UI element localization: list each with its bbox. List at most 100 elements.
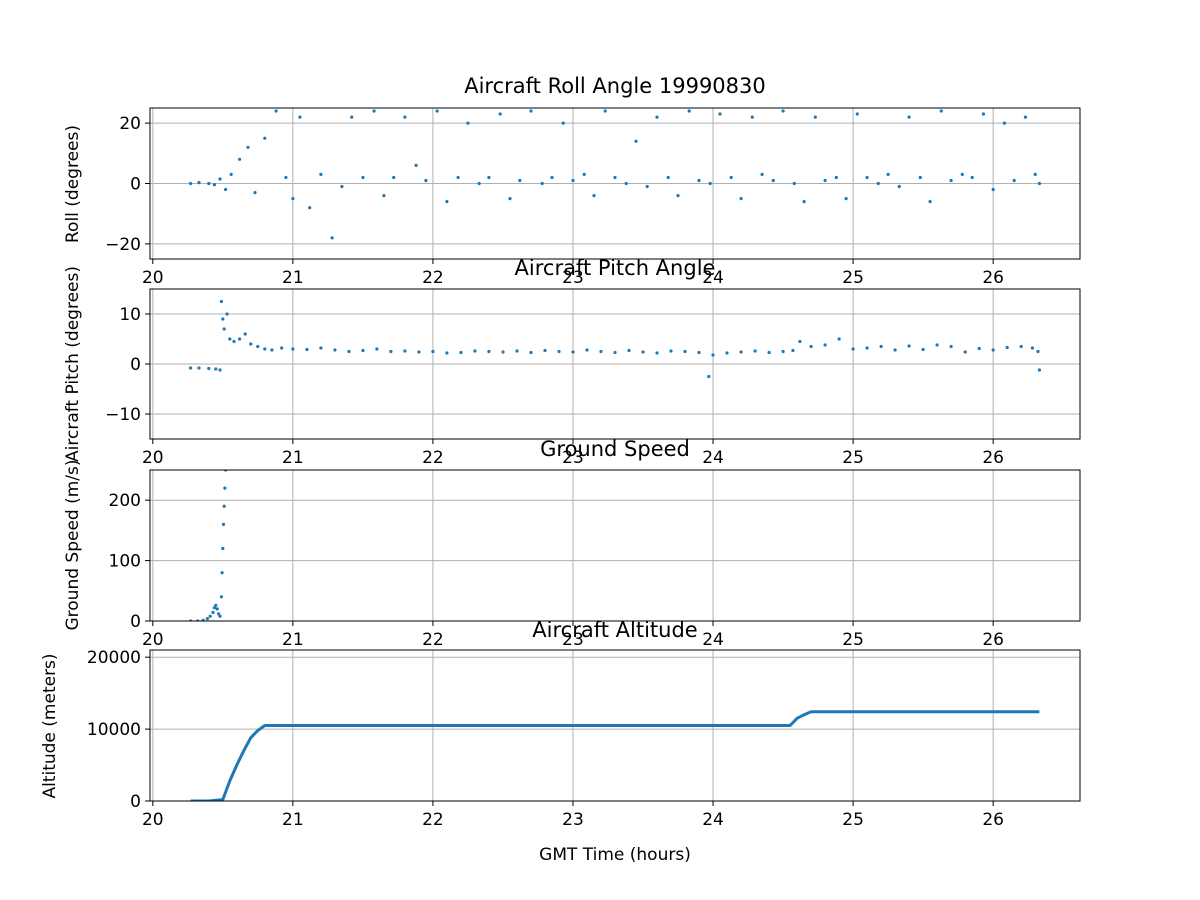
ground-speed-data-point [215,607,219,611]
roll-data-point [823,178,827,183]
roll-data-point [949,178,953,183]
roll-data-point [382,194,386,198]
ground-speed-x-tick-label: 23 [562,630,584,650]
ground-speed-x-tick-label: 25 [842,630,864,650]
pitch-data-point [197,366,201,370]
roll-data-point [350,115,354,119]
roll-data-point [655,115,659,119]
roll-data-point [886,172,890,176]
roll-data-point [445,200,449,204]
roll-data-point [372,109,376,113]
roll-data-point [687,109,691,113]
roll-x-tick-label: 26 [982,268,1004,288]
pitch-data-point [1005,345,1009,350]
roll-data-point [477,181,481,186]
roll-data-point [960,172,964,176]
pitch-data-point [214,367,218,371]
pitch-data-point [431,349,435,354]
pitch-data-point [222,327,226,331]
pitch-y-axis-label: Aircraft Pitch (degrees) [63,266,83,462]
altitude-x-tick-label: 21 [282,810,304,830]
pitch-data-point [837,337,841,341]
roll-data-point [224,187,228,192]
altitude-y-axis-label: Altitude (meters) [40,653,60,798]
roll-data-point [508,197,512,201]
pitch-data-point [228,337,232,341]
roll-data-point [750,115,754,119]
pitch-data-point [445,351,449,355]
pitch-data-point [585,348,589,352]
roll-data [189,109,1041,240]
roll-data-point [1033,172,1037,176]
altitude-title: Aircraft Altitude [532,618,697,642]
roll-data-point [907,115,911,119]
roll-data-point [918,175,922,180]
ground-speed-data-point [212,606,216,610]
ground-speed-data-point [221,546,225,551]
pitch-data-point [249,342,253,346]
pitch-data-point [655,351,659,355]
roll-data-point [298,115,302,119]
ground-speed-data [189,470,228,621]
roll-data-point [708,181,712,186]
ground-speed-y-tick-label: 200 [109,491,141,511]
roll-data-point [263,136,267,140]
roll-data-point [361,175,365,180]
pitch-data-point [823,343,827,347]
altitude-plot-area: 20 21 22 23 24 25 26 0 10000 20000 [87,648,1081,830]
altitude-x-tick-label: 26 [982,810,1004,830]
pitch-data-point [707,374,711,379]
roll-data-point [970,175,974,180]
roll-data-point [592,194,596,198]
altitude-y-tick-label: 10000 [87,720,141,740]
roll-data-point [939,109,943,113]
pitch-data-point [851,347,855,351]
roll-data-point [760,172,764,176]
pitch-data-point [487,349,491,354]
pitch-x-tick-label: 26 [982,448,1004,468]
pitch-data-point [711,353,715,357]
roll-data-point [834,175,838,180]
altitude-x-tick-label: 24 [702,810,724,830]
roll-data-point [582,172,586,176]
ground-speed-data-point [205,617,209,621]
pitch-data-point [809,344,813,349]
altitude-x-tick-label: 25 [842,810,864,830]
pitch-data-point [613,350,617,355]
pitch-data-point [669,349,673,353]
roll-data-point [207,181,211,186]
roll-data-point [414,163,418,167]
pitch-data-point [529,350,533,355]
pitch-data-point [219,299,223,304]
pitch-plot-area: 20 21 22 23 24 25 26 −10 0 10 [105,288,1081,468]
pitch-data-point [543,348,547,353]
roll-data-point [865,175,869,180]
ground-speed-y-tick-label: 100 [109,552,141,572]
pitch-data-point [935,343,939,347]
roll-data-point [739,197,743,201]
roll-data-point [284,175,288,180]
pitch-data-point [683,349,687,354]
pitch-data-point [280,346,284,350]
pitch-data-point [697,350,701,355]
roll-data-point [1012,178,1016,183]
pitch-data-point [473,349,477,353]
pitch-data-point [207,366,211,371]
pitch-data-point [798,339,802,344]
altitude-axes-frame [149,649,1081,802]
pitch-data-point [361,348,365,353]
pitch-data-point [305,347,309,352]
roll-data-point [246,145,250,149]
ground-speed-data-point [222,504,226,508]
roll-data-point [634,139,638,143]
altitude-data [190,710,1040,801]
roll-data-point [1023,115,1027,119]
roll-y-tick-label: 0 [130,175,141,195]
pitch-x-tick-label: 24 [702,448,724,468]
ground-speed-axes-frame [149,469,1081,622]
altitude-x-tick-label: 23 [562,810,584,830]
roll-data-point [498,112,502,116]
ground-speed-x-tick-label: 26 [982,630,1004,650]
roll-data-point [645,184,649,189]
roll-data-point [603,109,607,113]
